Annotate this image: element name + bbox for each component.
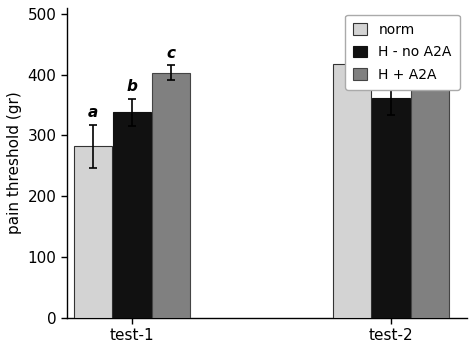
Bar [74,146,112,318]
Bar [152,73,190,318]
Bar [372,98,410,318]
Bar [113,112,151,318]
Legend: norm, H - no A2A, H + A2A: norm, H - no A2A, H + A2A [345,15,460,90]
Y-axis label: pain threshold (gr): pain threshold (gr) [7,91,22,234]
Bar [333,64,372,318]
Text: b: b [127,79,137,94]
Text: a: a [88,105,98,120]
Text: c: c [166,46,175,61]
Bar [411,69,449,318]
